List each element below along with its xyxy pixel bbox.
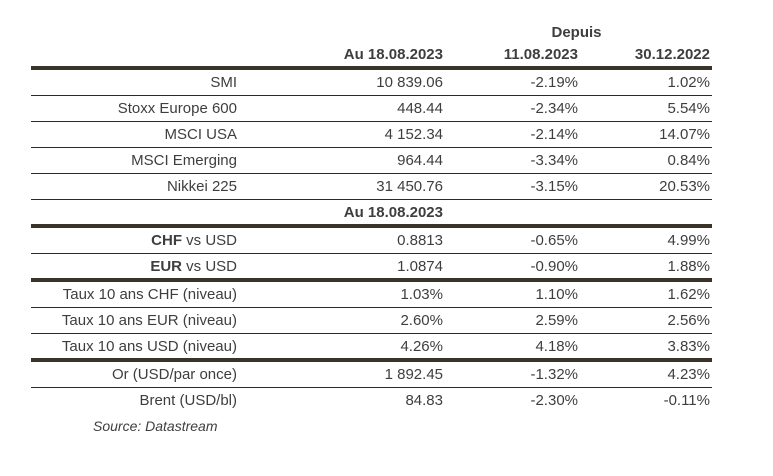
row-label: MSCI USA (164, 126, 237, 143)
value-change-ytd: 4.99% (667, 232, 710, 249)
table-row-taux-usd: Taux 10 ans USD (niveau) 4.26% 4.18% 3.8… (31, 334, 712, 362)
currency-code: CHF (151, 232, 182, 249)
value-change-ytd: -0.11% (663, 392, 710, 409)
table-row-taux-chf: Taux 10 ans CHF (niveau) 1.03% 1.10% 1.6… (31, 282, 712, 308)
row-label: Taux 10 ans EUR (niveau) (61, 312, 237, 329)
table-row-msci-usa: MSCI USA 4 152.34 -2.14% 14.07% (31, 122, 712, 148)
table-row-nikkei: Nikkei 225 31 450.76 -3.15% 20.53% (31, 174, 712, 200)
value-level: 4.26% (400, 337, 443, 355)
value-change-week: -2.14% (530, 126, 578, 143)
sub-header-row: Au 18.08.2023 (31, 200, 712, 228)
row-label: Brent (USD/bl) (139, 392, 237, 409)
value-change-week: 1.10% (535, 286, 578, 303)
table-row-or: Or (USD/par once) 1 892.45 -1.32% 4.23% (31, 362, 712, 388)
value-change-week: -3.15% (530, 178, 578, 195)
source-note: Source: Datastream (93, 418, 218, 434)
value-change-week: -3.34% (530, 152, 578, 169)
row-label: Taux 10 ans CHF (niveau) (62, 286, 237, 303)
value-change-ytd: 14.07% (659, 126, 710, 143)
value-change-ytd: 1.02% (667, 74, 710, 91)
value-change-ytd: 2.56% (667, 312, 710, 329)
value-change-ytd: 0.84% (667, 152, 710, 169)
currency-pair-rest: vs USD (181, 232, 237, 249)
row-label: Taux 10 ans USD (niveau) (61, 337, 237, 355)
value-change-week: 2.59% (535, 312, 578, 329)
value-change-ytd: 1.62% (667, 286, 710, 303)
value-change-week: 4.18% (535, 337, 578, 355)
value-change-ytd: 1.88% (667, 257, 710, 275)
depuis-label: Depuis (551, 23, 602, 41)
row-label: EUR vs USD (31, 258, 237, 275)
value-level: 31 450.76 (376, 178, 443, 195)
column-header-au-date: Au 18.08.2023 (343, 45, 443, 63)
row-label: Or (USD/par once) (111, 366, 237, 383)
value-level: 4 152.34 (384, 126, 443, 143)
value-change-week: -2.30% (530, 392, 578, 409)
value-level: 0.8813 (397, 232, 443, 249)
table-row-taux-eur: Taux 10 ans EUR (niveau) 2.60% 2.59% 2.5… (31, 308, 712, 334)
value-change-ytd: 5.54% (667, 100, 710, 117)
table-row-chf-usd: CHF vs USD 0.8813 -0.65% 4.99% (31, 228, 712, 254)
row-label: SMI (210, 74, 237, 91)
value-level: 2.60% (400, 312, 443, 329)
value-level: 448.44 (397, 100, 443, 117)
value-change-week: -2.34% (530, 100, 578, 117)
row-label: Stoxx Europe 600 (117, 100, 237, 117)
value-change-ytd: 4.23% (667, 366, 710, 383)
currency-code: EUR (150, 257, 182, 275)
value-change-week: -0.90% (530, 257, 578, 275)
depuis-header-row: Depuis (31, 22, 712, 42)
value-level: 1.03% (400, 286, 443, 303)
value-level: 964.44 (397, 152, 443, 169)
market-data-table: Depuis Au 18.08.2023 11.08.2023 30.12.20… (31, 22, 712, 434)
row-label: CHF vs USD (31, 232, 237, 249)
value-level: 1.0874 (397, 257, 443, 275)
column-header-row: Au 18.08.2023 11.08.2023 30.12.2022 (31, 42, 712, 70)
value-change-week: -2.19% (530, 74, 578, 91)
row-label: MSCI Emerging (131, 152, 237, 169)
value-level: 10 839.06 (376, 74, 443, 91)
table-row-stoxx: Stoxx Europe 600 448.44 -2.34% 5.54% (31, 96, 712, 122)
table-row-msci-emerging: MSCI Emerging 964.44 -3.34% 0.84% (31, 148, 712, 174)
value-level: 1 892.45 (384, 366, 443, 383)
column-header-since-week: 11.08.2023 (503, 45, 578, 63)
table-row-eur-usd: EUR vs USD 1.0874 -0.90% 1.88% (31, 254, 712, 282)
value-level: 84.83 (405, 392, 443, 409)
column-header-since-year: 30.12.2022 (634, 45, 710, 63)
currency-pair-rest: vs USD (181, 257, 237, 275)
table-row-smi: SMI 10 839.06 -2.19% 1.02% (31, 70, 712, 96)
table-row-brent: Brent (USD/bl) 84.83 -2.30% -0.11% (31, 388, 712, 413)
row-label: Nikkei 225 (166, 178, 237, 195)
value-change-ytd: 20.53% (659, 178, 710, 195)
value-change-week: -1.32% (530, 366, 578, 383)
value-change-week: -0.65% (530, 232, 578, 249)
sub-header-date: Au 18.08.2023 (343, 203, 443, 221)
value-change-ytd: 3.83% (667, 337, 710, 355)
